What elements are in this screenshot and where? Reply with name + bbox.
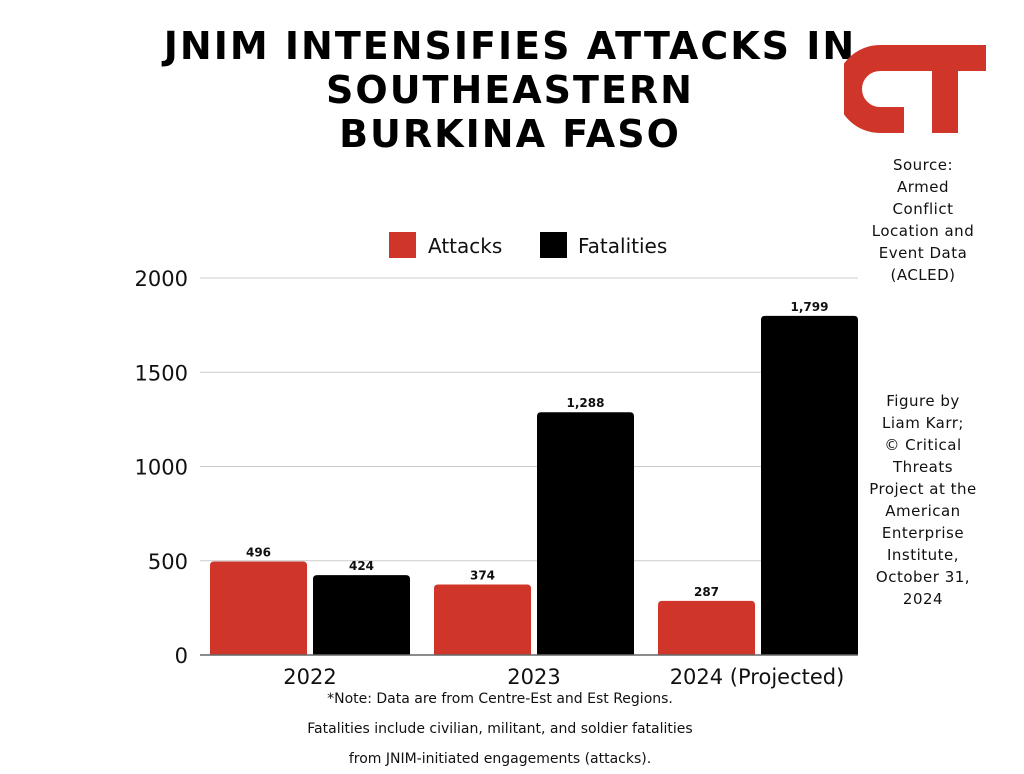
footnote-line: *Note: Data are from Centre-Est and Est … [327,691,673,707]
source-line: Event Data [878,244,968,262]
source-note: Source: Armed Conflict Location and Even… [862,154,984,286]
title-line: SOUTHEASTERN [326,68,694,112]
x-tick-label: 2023 [507,665,560,689]
data-label: 374 [470,569,495,583]
credit-line: Figure by [886,392,960,410]
bar-fatalities [761,315,858,655]
logo-t-stem [932,45,958,133]
credit-note: Figure by Liam Karr; © Critical Threats … [862,390,984,610]
bar-attacks [210,561,307,655]
credit-line: Project at the [869,480,977,498]
x-tick-label: 2024 (Projected) [670,665,845,689]
y-tick-label: 0 [175,644,188,668]
source-line: Location and [871,222,975,240]
footnote-line: Fatalities include civilian, militant, a… [307,721,693,737]
y-tick-label: 1500 [135,361,188,385]
x-tick-label: 2022 [283,665,336,689]
y-tick-label: 1000 [135,456,188,480]
credit-line: Enterprise [881,524,965,542]
data-label: 496 [246,546,271,560]
credit-line: Institute, [886,546,960,564]
source-line: Armed [896,178,950,196]
chart-title: JNIM INTENSIFIES ATTACKS IN SOUTHEASTERN… [150,24,870,156]
source-line: Conflict [892,200,954,218]
legend-label: Fatalities [578,234,667,258]
source-line: Source: [892,156,954,174]
y-tick-label: 500 [148,550,188,574]
credit-line: 2024 [902,590,944,608]
legend-label: Attacks [428,234,502,258]
footnote-line: from JNIM-initiated engagements (attacks… [348,751,652,767]
bar-attacks [434,584,531,655]
bar-fatalities [313,575,410,655]
credit-line: Threats [892,458,954,476]
y-tick-label: 2000 [135,267,188,291]
ct-logo-icon [844,45,986,133]
credit-line: Liam Karr; [882,414,964,432]
data-label: 424 [349,559,374,573]
legend-swatch-fatalities [540,232,567,258]
source-line: (ACLED) [890,266,956,284]
title-line: JNIM INTENSIFIES ATTACKS IN [163,24,857,68]
logo-c-shape [844,45,904,133]
data-label: 1,799 [791,300,829,314]
data-label: 287 [694,585,719,599]
footnote: *Note: Data are from Centre-Est and Est … [200,684,800,774]
data-label: 1,288 [567,396,605,410]
bar-attacks [658,600,755,655]
credit-line: American [885,502,961,520]
bar-fatalities [537,412,634,655]
credit-line: October 31, [875,568,971,586]
legend-swatch-attacks [389,232,416,258]
credit-line: © Critical [884,436,962,454]
title-line: BURKINA FASO [339,112,681,156]
